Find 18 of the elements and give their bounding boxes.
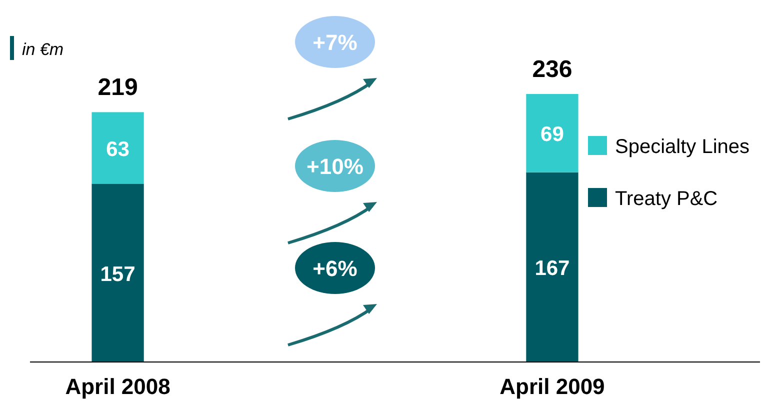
bar — [526, 94, 578, 172]
data-label: 157 — [100, 262, 136, 286]
data-label: 69 — [540, 123, 564, 146]
bar — [526, 172, 578, 362]
legend-label: Specialty Lines — [615, 136, 750, 158]
data-label: 167 — [534, 257, 570, 280]
x-tick-label: April 2009 — [500, 374, 605, 399]
text: +7% — [312, 30, 358, 55]
total-label: 236 — [532, 56, 572, 83]
total-label: 219 — [98, 74, 138, 102]
legend-label: Treaty P&C — [615, 188, 718, 210]
x-tick-label: April 2008 — [65, 374, 170, 399]
bar — [92, 184, 144, 362]
annotation: +10% — [306, 154, 364, 179]
bar — [92, 112, 144, 184]
data-label: 63 — [106, 138, 130, 161]
annotation: +6% — [312, 256, 358, 281]
y-axis-title: in €m — [22, 40, 64, 59]
